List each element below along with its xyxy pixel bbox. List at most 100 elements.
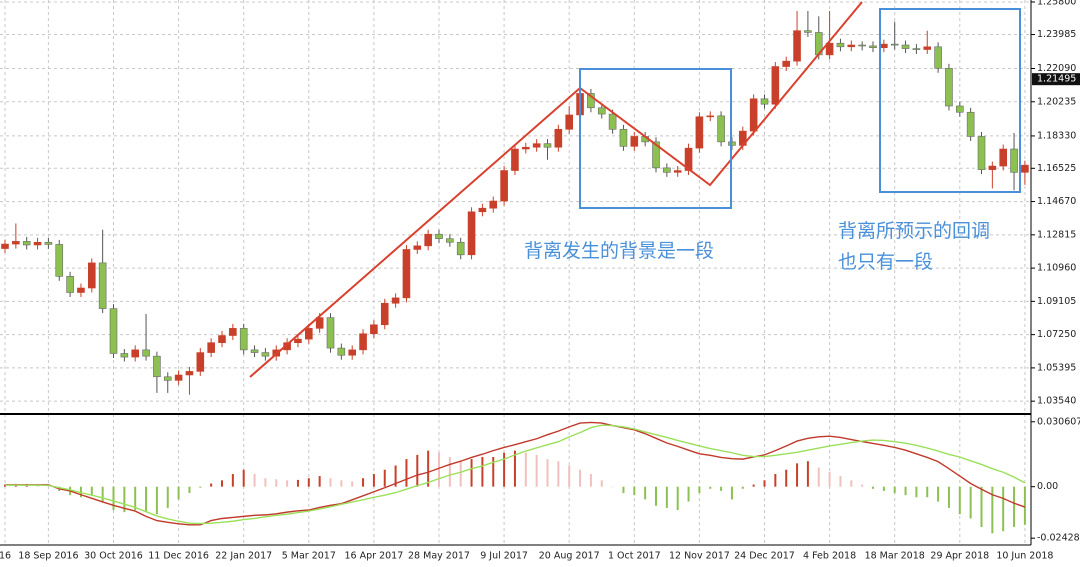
histogram-bar: [210, 483, 213, 487]
candle-body: [391, 297, 400, 304]
highlight-box: [879, 8, 1021, 193]
histogram-bar: [557, 461, 560, 487]
histogram-bar: [307, 478, 310, 487]
candle-body: [229, 328, 237, 336]
histogram-bar: [123, 486, 126, 513]
candle-body: [44, 241, 53, 245]
y-tick-label: 0.00: [1037, 481, 1058, 492]
histogram-bar: [947, 486, 950, 508]
histogram-bar: [394, 465, 397, 487]
trend-line: [249, 1, 863, 378]
histogram-bar: [796, 463, 799, 487]
histogram-bar: [503, 452, 506, 487]
candle-body: [521, 146, 530, 150]
y-tick-label: 1.05395: [1037, 362, 1076, 373]
candle-body: [380, 302, 389, 326]
histogram-bar: [872, 486, 874, 489]
histogram-bar: [231, 473, 234, 487]
candle-body: [1010, 148, 1018, 173]
candle-body: [717, 115, 725, 143]
candle-body: [630, 136, 639, 147]
candle-body: [337, 347, 346, 356]
histogram-bar: [600, 480, 603, 487]
histogram-bar: [785, 469, 788, 487]
histogram-bar: [438, 452, 440, 487]
annotation: 背离发生的背景是一段: [524, 240, 714, 262]
histogram-bar: [720, 486, 723, 491]
candle-body: [402, 249, 411, 299]
candle-body: [804, 30, 812, 33]
candle-body: [489, 200, 498, 209]
histogram-bar: [372, 473, 375, 487]
y-tick-label: 1.09105: [1037, 296, 1076, 307]
histogram-bar: [524, 452, 527, 487]
y-tick-label: -0.024288: [1037, 533, 1080, 544]
histogram-bar: [351, 481, 354, 487]
histogram-bar: [470, 459, 473, 487]
candle-body: [142, 349, 150, 357]
histogram-bar: [1002, 486, 1005, 532]
candle-body: [359, 333, 367, 351]
histogram-bar: [644, 486, 647, 500]
candle-body: [565, 114, 574, 130]
candle-body: [934, 46, 942, 69]
candle-body: [890, 43, 899, 46]
candle-body: [782, 60, 791, 67]
candle-body: [945, 68, 953, 107]
histogram-bar: [448, 456, 451, 487]
histogram-bar: [676, 486, 679, 511]
histogram-bar: [264, 478, 267, 487]
histogram-bar: [937, 486, 940, 502]
indicator-line: [5, 421, 1026, 526]
histogram-bar: [958, 486, 961, 515]
histogram-bar: [861, 484, 864, 487]
candle-body: [435, 233, 443, 239]
histogram-bar: [839, 476, 842, 487]
histogram-bar: [817, 467, 820, 487]
y-tick-label: 1.18330: [1037, 130, 1076, 141]
histogram-bar: [221, 480, 223, 487]
annotation: 背离所预示的回调: [838, 220, 990, 242]
x-tick-label: 22 Jan 2017: [215, 551, 272, 562]
x-tick-label: 1 Oct 2017: [608, 551, 661, 562]
candle-body: [749, 98, 758, 132]
x-tick-label: 5 Mar 2017: [282, 551, 336, 562]
candle-body: [55, 244, 64, 277]
candle-body: [923, 46, 932, 50]
candle-body: [467, 211, 476, 256]
histogram-bar: [882, 486, 885, 491]
candle-body: [608, 113, 617, 130]
candle-body: [348, 349, 357, 356]
histogram-bar: [1013, 486, 1016, 527]
candle-body: [706, 115, 715, 118]
y-tick-label: 1.20235: [1037, 96, 1076, 107]
candle-body: [185, 371, 194, 376]
histogram-bar: [492, 456, 495, 487]
candle-body: [413, 245, 422, 250]
y-tick-label: 1.25800: [1037, 0, 1076, 7]
annotations: 背离发生的背景是一段 背离所预示的回调 也只有一段: [249, 1, 1021, 378]
candle-body: [543, 143, 552, 148]
histogram-bar: [112, 486, 115, 511]
candle-body: [66, 276, 74, 293]
candle-body: [120, 353, 129, 358]
last-price-label: 1.21495: [1037, 74, 1076, 85]
candle-body: [207, 342, 215, 353]
candle-body: [22, 241, 31, 246]
histogram-bar: [579, 469, 582, 487]
histogram-bar: [687, 486, 690, 502]
annotation: 也只有一段: [838, 251, 933, 273]
candle-body: [370, 324, 378, 335]
y-tick-label: 1.22090: [1037, 63, 1076, 74]
last-price-box: [1032, 73, 1080, 86]
candle-body: [131, 349, 139, 358]
histogram-bar: [134, 486, 137, 511]
y-tick-label: 1.16525: [1037, 163, 1076, 174]
histogram-bar: [275, 479, 278, 487]
histogram-bar: [286, 480, 289, 487]
histogram-bar: [633, 486, 636, 496]
histogram-bar: [101, 486, 104, 502]
candle-body: [847, 44, 856, 48]
x-tick-label: 18 Sep 2016: [18, 551, 78, 562]
